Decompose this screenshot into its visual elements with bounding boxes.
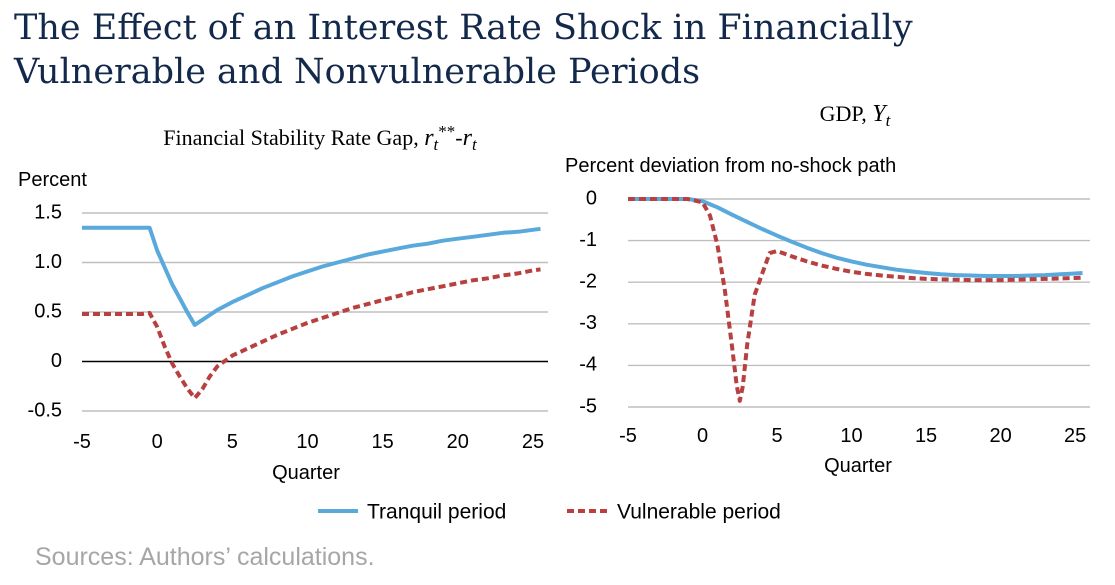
legend-label-vulnerable: Vulnerable period [617,501,781,524]
right-series-tranquil [628,197,1083,278]
right-x-tick-label: 0 [697,425,708,447]
right-x-tick-label: -5 [619,425,637,447]
right-series-lines [628,197,1083,403]
left-y-tick-label: 1.0 [34,251,62,273]
right-x-tick-label: 20 [989,425,1011,447]
left-x-tick-label: 25 [522,431,544,453]
legend: Tranquil period Vulnerable period [318,501,781,524]
right-x-tick-label: 25 [1064,425,1086,447]
left-y-tick-label: 0.5 [34,300,62,322]
right-y-axis-label: Percent deviation from no-shock path [565,155,896,177]
left-x-tick-label: 10 [296,431,318,453]
right-x-axis-label: Quarter [824,455,892,477]
right-gridlines [628,198,1090,408]
left-chart: Financial Stability Rate Gap, rt**-rt Pe… [18,122,548,484]
left-series-tranquil [82,225,541,327]
left-x-tick-labels: -5 0 5 10 15 20 25 [73,431,544,453]
right-y-tick-label: -1 [579,229,597,251]
right-chart-title: GDP, Yt [820,101,892,130]
left-x-tick-label: 5 [227,431,238,453]
left-series-lines [82,225,541,401]
left-x-tick-label: -5 [73,431,91,453]
left-y-axis-label: Percent [18,169,87,191]
left-y-tick-labels: -0.5 0 0.5 1.0 1.5 [28,201,62,421]
right-y-tick-label: 0 [586,187,597,209]
left-x-tick-label: 20 [447,431,469,453]
left-gridlines [82,212,548,412]
right-series-vulnerable [628,197,1083,403]
right-y-tick-label: -5 [579,395,597,417]
left-y-tick-label: -0.5 [28,399,62,421]
left-series-vulnerable [82,267,541,401]
right-x-tick-label: 5 [771,425,782,447]
right-y-tick-label: -3 [579,312,597,334]
left-y-tick-label: 1.5 [34,201,62,223]
right-y-tick-label: -4 [579,354,597,376]
right-x-tick-labels: -5 0 5 10 15 20 25 [619,425,1086,447]
left-chart-title: Financial Stability Rate Gap, rt**-rt [163,122,478,154]
right-chart: GDP, Yt Percent deviation from no-shock … [565,101,1090,477]
left-y-tick-label: 0 [51,350,62,372]
legend-label-tranquil: Tranquil period [367,501,506,524]
right-y-tick-labels: -5 -4 -3 -2 -1 0 [579,187,597,417]
left-x-tick-label: 15 [372,431,394,453]
right-x-tick-label: 10 [840,425,862,447]
left-x-tick-label: 0 [152,431,163,453]
right-y-tick-label: -2 [579,270,597,292]
source-note: Sources: Authors’ calculations. [35,543,375,571]
left-x-axis-label: Quarter [272,462,340,484]
right-x-tick-label: 15 [915,425,937,447]
page-title: The Effect of an Interest Rate Shock in … [14,8,913,92]
